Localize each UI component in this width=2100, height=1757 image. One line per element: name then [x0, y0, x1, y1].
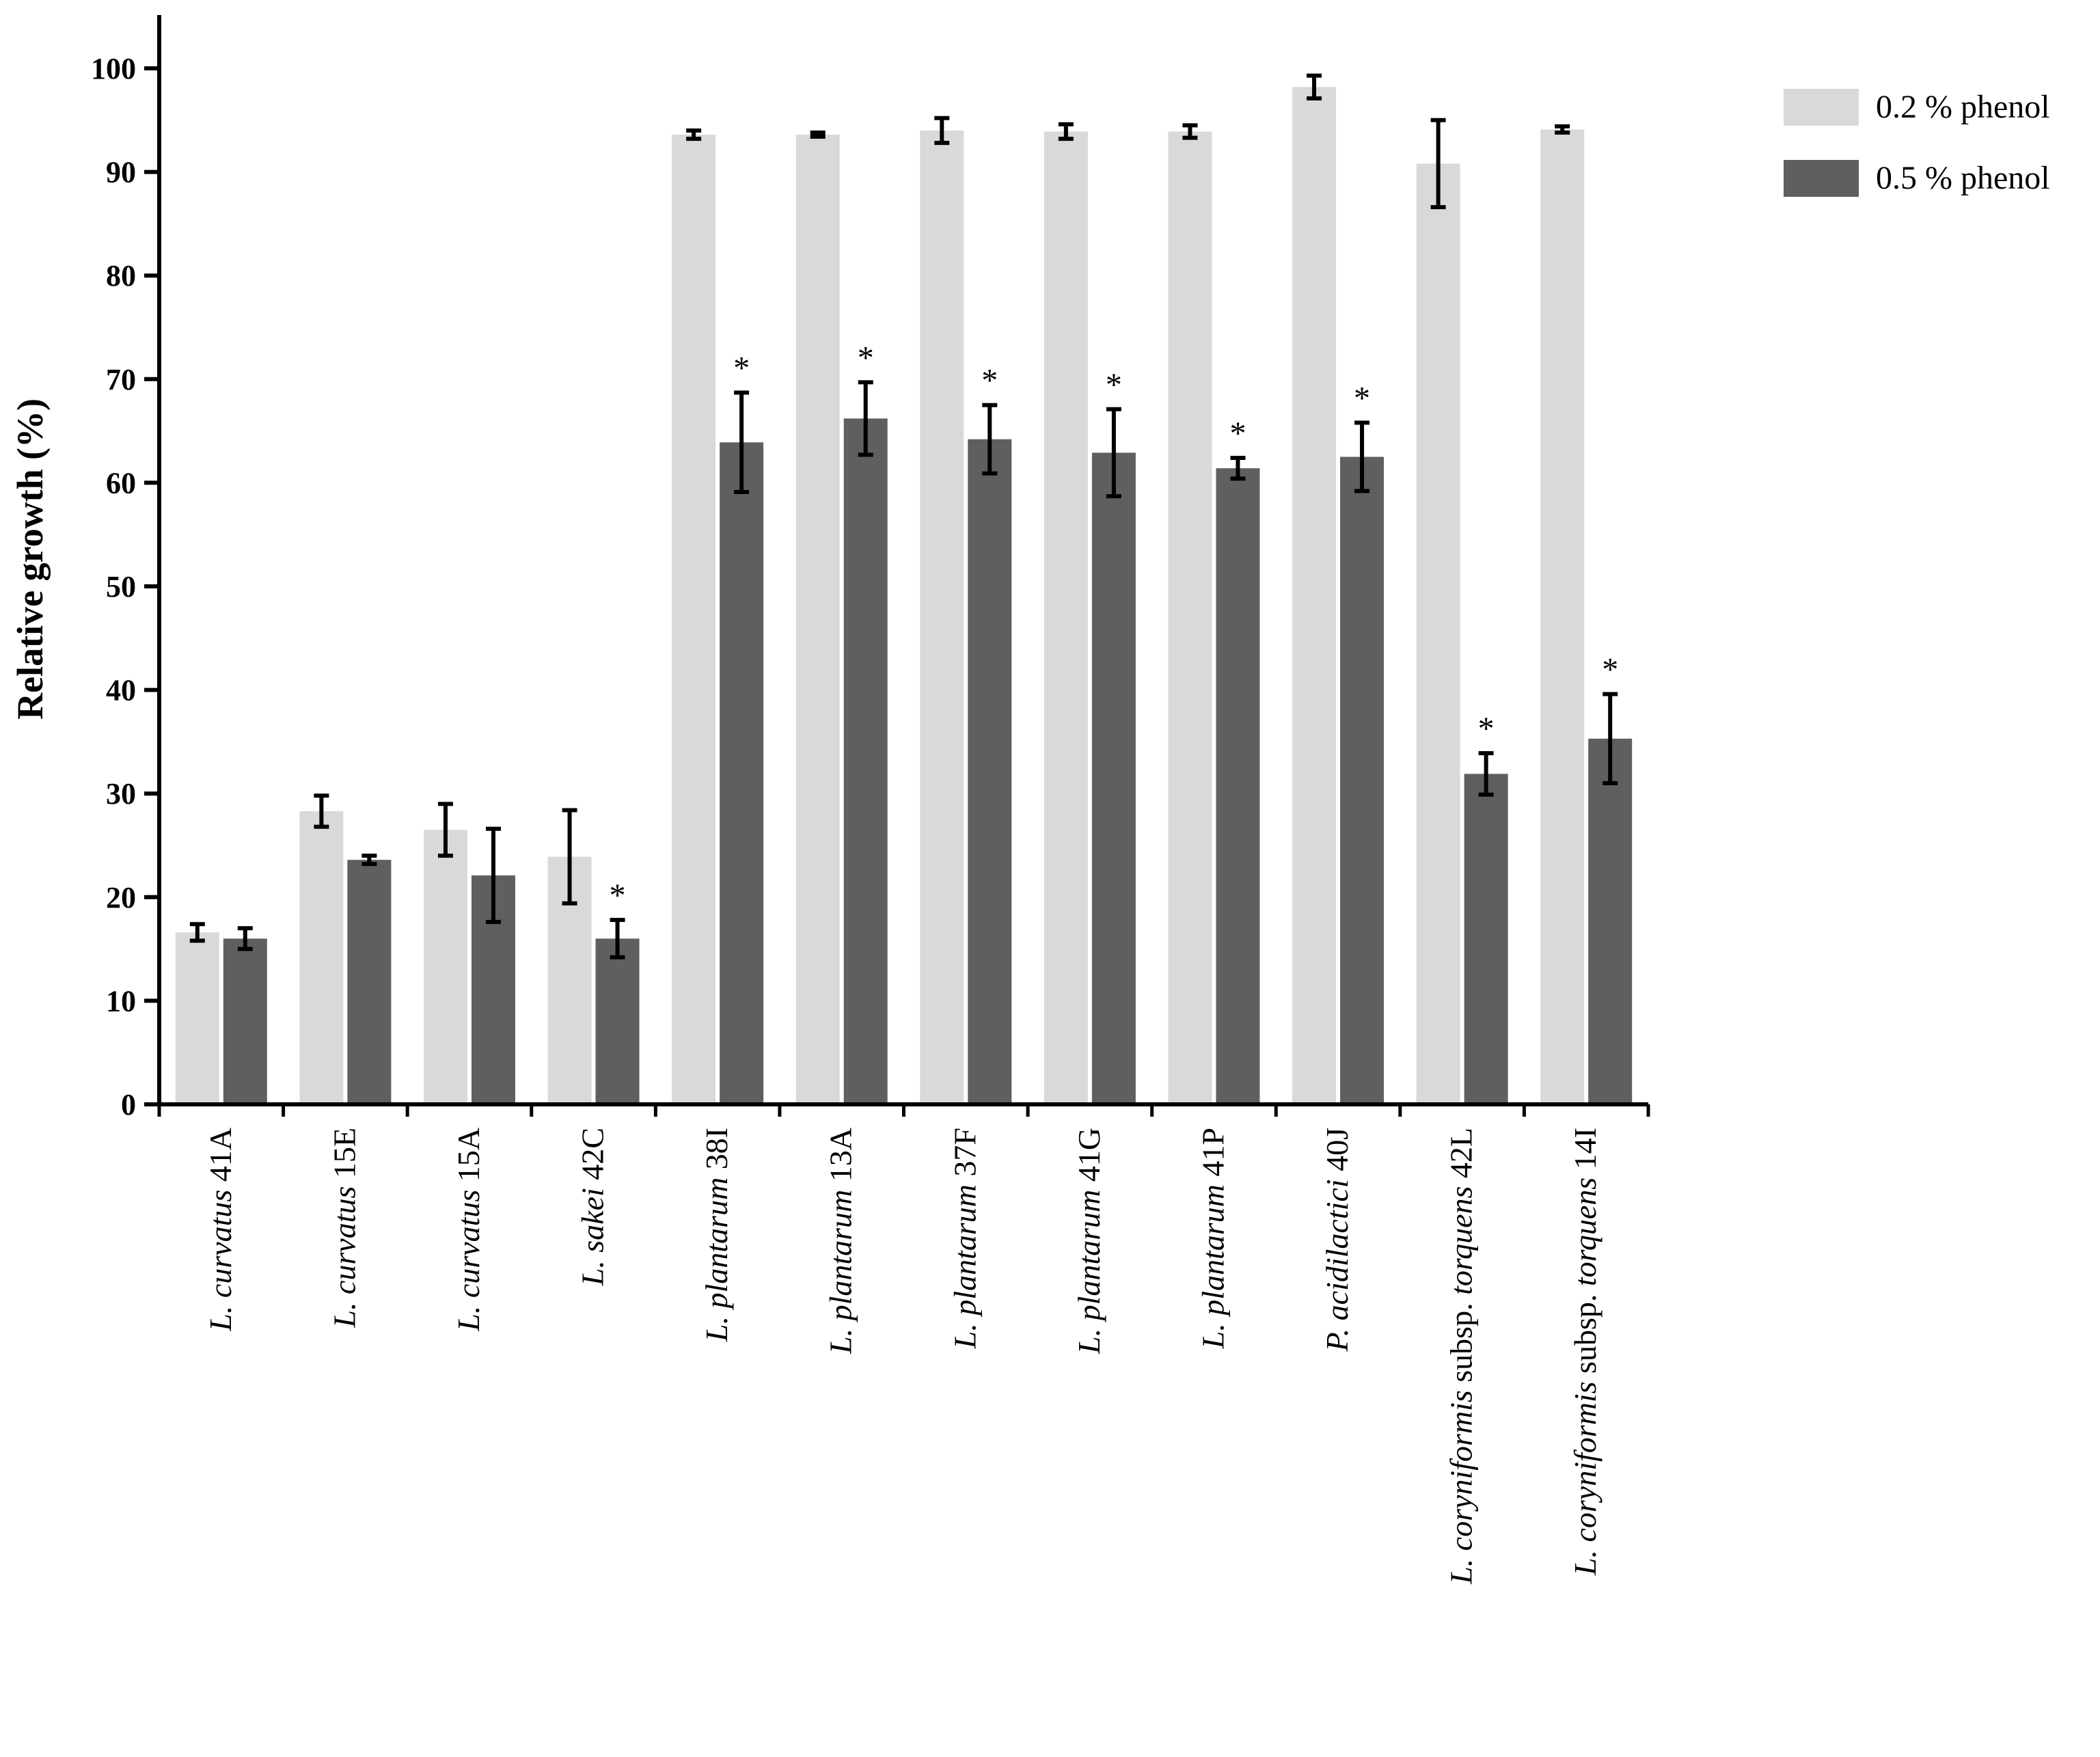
error-bar-1-9 [1354, 420, 1370, 493]
error-bar-1-7 [1106, 407, 1121, 499]
bars-layer [175, 87, 1633, 1105]
error-bar-0-9 [1307, 73, 1322, 100]
significance-star-11: * [1602, 652, 1618, 688]
bar-phenol-05-10 [1464, 774, 1508, 1104]
bar-phenol-05-0 [223, 938, 267, 1104]
error-bar-1-11 [1603, 692, 1618, 786]
bar-phenol-02-2 [423, 830, 467, 1104]
bar-phenol-02-5 [795, 135, 840, 1104]
y-tick-label: 50 [106, 570, 136, 603]
error-bar-1-1 [362, 854, 377, 867]
error-bar-0-7 [1058, 122, 1074, 141]
error-bar-0-3 [562, 808, 577, 905]
significance-star-4: * [733, 351, 750, 387]
error-bar-1-5 [858, 380, 873, 457]
y-tick-label: 80 [106, 259, 136, 292]
significance-star-7: * [1106, 367, 1122, 403]
bar-phenol-02-4 [672, 135, 716, 1104]
error-bar-0-1 [314, 793, 329, 829]
y-ticks: 0 10 20 30 40 50 60 70 80 90 100 [91, 52, 159, 1121]
significance-star-6: * [981, 363, 998, 399]
significance-layer: * * * * * * * * * [610, 340, 1619, 914]
error-bar-0-0 [189, 922, 205, 943]
error-bars-layer [189, 73, 1618, 959]
bar-phenol-05-4 [720, 442, 764, 1104]
bar-phenol-05-9 [1340, 457, 1385, 1104]
error-bar-1-3 [610, 918, 625, 959]
legend: 0.2 % phenol 0.5 % phenol [1784, 89, 2050, 197]
error-bar-0-5 [810, 130, 826, 139]
x-tick-label-0: L. curvatus 41A [203, 1128, 238, 1332]
x-tick-label-2: L. curvatus 15A [451, 1128, 486, 1332]
legend-label-0: 0.2 % phenol [1876, 89, 2050, 125]
y-tick-label: 20 [106, 881, 136, 914]
bar-phenol-05-5 [843, 418, 888, 1104]
x-tick-label-11: L. coryniformis subsp. torquens 14I [1568, 1128, 1603, 1576]
bar-phenol-02-8 [1168, 131, 1212, 1105]
error-bar-0-4 [686, 128, 702, 141]
error-bar-0-10 [1430, 118, 1446, 210]
x-tick-label-7: L. plantarum 41G [1072, 1128, 1106, 1354]
significance-star-10: * [1478, 711, 1495, 747]
x-tick-label-1: L. curvatus 15E [327, 1128, 362, 1329]
bar-phenol-02-1 [299, 811, 344, 1104]
error-bar-1-4 [734, 390, 750, 495]
y-tick-label: 100 [91, 52, 136, 85]
y-tick-label: 60 [106, 466, 136, 500]
x-tick-label-5: L. plantarum 13A [823, 1128, 858, 1354]
legend-swatch-0 [1784, 89, 1859, 126]
bar-phenol-05-3 [595, 938, 640, 1104]
significance-star-3: * [610, 877, 626, 914]
significance-star-9: * [1354, 380, 1370, 416]
bar-phenol-02-7 [1044, 131, 1088, 1105]
y-axis-title: Relative growth (%) [10, 398, 51, 720]
error-bar-1-6 [982, 403, 998, 476]
x-category-labels: L. curvatus 41A L. curvatus 15E L. curvatu… [203, 1128, 1603, 1585]
axes-layer [157, 15, 1650, 1117]
y-tick-label: 90 [106, 156, 136, 189]
bar-phenol-05-11 [1588, 738, 1633, 1104]
legend-swatch-1 [1784, 160, 1859, 197]
error-bar-0-8 [1182, 123, 1198, 140]
y-tick-label: 40 [106, 674, 136, 707]
significance-star-8: * [1229, 416, 1246, 452]
error-bar-1-0 [237, 926, 253, 951]
y-tick-label: 30 [106, 777, 136, 811]
bar-phenol-02-11 [1540, 129, 1585, 1105]
bar-phenol-02-6 [920, 130, 964, 1105]
bar-phenol-02-10 [1416, 163, 1460, 1104]
bar-phenol-05-6 [968, 439, 1012, 1104]
x-tick-label-10: L. coryniformis subsp. torquens 42L [1444, 1128, 1479, 1585]
y-tick-label: 0 [121, 1088, 136, 1121]
bar-phenol-05-1 [347, 860, 392, 1104]
error-bar-1-8 [1230, 456, 1246, 481]
error-bar-1-10 [1478, 751, 1494, 797]
bar-phenol-05-7 [1091, 452, 1136, 1104]
x-tick-label-8: L. plantarum 41P [1195, 1128, 1230, 1349]
significance-star-5: * [858, 340, 874, 376]
error-bar-0-2 [437, 802, 453, 858]
error-bar-0-11 [1555, 124, 1570, 135]
error-bar-0-6 [934, 115, 950, 146]
error-bar-1-2 [485, 826, 501, 925]
bar-phenol-02-9 [1292, 87, 1337, 1105]
x-tick-label-9: P. acidilactici 40J [1320, 1128, 1354, 1352]
bar-phenol-05-8 [1216, 468, 1260, 1104]
x-tick-label-4: L. plantarum 38I [699, 1128, 734, 1342]
legend-label-1: 0.5 % phenol [1876, 160, 2050, 196]
y-tick-label: 10 [106, 984, 136, 1018]
bar-phenol-02-0 [175, 932, 219, 1104]
y-tick-label: 70 [106, 363, 136, 396]
x-tick-label-3: L. sakei 42C [575, 1128, 610, 1286]
x-tick-label-6: L. plantarum 37F [947, 1128, 982, 1349]
